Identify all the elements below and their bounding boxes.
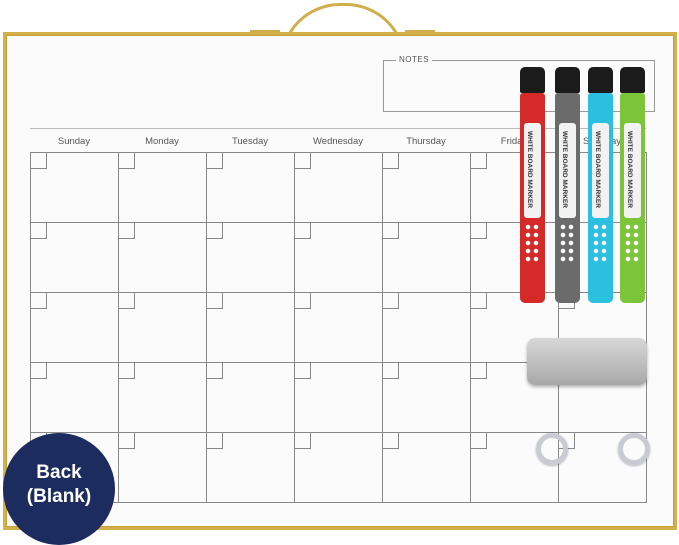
date-box <box>383 433 399 449</box>
date-box <box>471 153 487 169</box>
date-box <box>471 363 487 379</box>
header-divider <box>30 128 646 129</box>
calendar-cell <box>383 363 471 433</box>
date-box <box>119 293 135 309</box>
calendar-cell <box>119 153 207 223</box>
date-box <box>471 433 487 449</box>
date-box <box>207 433 223 449</box>
day-header-friday: Friday <box>500 136 528 147</box>
date-box <box>471 223 487 239</box>
calendar-cell <box>31 153 119 223</box>
date-box <box>295 293 311 309</box>
date-box <box>31 223 47 239</box>
calendar-cell <box>383 433 471 503</box>
date-box <box>119 363 135 379</box>
date-box <box>119 223 135 239</box>
marker-label: WHITE BOARD MARKER <box>592 123 609 218</box>
marker-text: WHITE BOARD MARKER <box>561 131 568 208</box>
date-box <box>207 363 223 379</box>
date-box <box>295 363 311 379</box>
magnet-ring <box>536 433 568 465</box>
marker-text: WHITE BOARD MARKER <box>526 131 533 208</box>
date-box <box>295 433 311 449</box>
marker-text: WHITE BOARD MARKER <box>594 131 601 208</box>
marker: WHITE BOARD MARKER <box>588 67 613 303</box>
day-header-tuesday: Tuesday <box>231 136 269 147</box>
date-box <box>471 293 487 309</box>
calendar-cell <box>207 223 295 293</box>
date-box <box>31 363 47 379</box>
date-box <box>295 153 311 169</box>
date-box <box>207 223 223 239</box>
calendar-cell <box>383 293 471 363</box>
calendar-cell <box>383 153 471 223</box>
eraser <box>527 338 647 385</box>
calendar-cell <box>295 223 383 293</box>
calendar-cell <box>119 363 207 433</box>
date-box <box>207 153 223 169</box>
calendar-cell <box>295 153 383 223</box>
calendar-cell <box>31 363 119 433</box>
calendar-cell <box>207 153 295 223</box>
day-header-sunday: Sunday <box>57 136 91 147</box>
date-box <box>31 153 47 169</box>
day-header-thursday: Thursday <box>406 136 446 147</box>
date-box <box>383 363 399 379</box>
date-box <box>31 293 47 309</box>
marker-label: WHITE BOARD MARKER <box>624 123 641 218</box>
day-header-monday: Monday <box>145 136 179 147</box>
marker: WHITE BOARD MARKER <box>520 67 545 303</box>
calendar-cell <box>207 433 295 503</box>
badge-line1: Back <box>36 462 82 483</box>
calendar-grid <box>30 152 647 503</box>
marker-cap <box>555 67 580 93</box>
calendar-cell <box>31 223 119 293</box>
calendar-cell <box>31 293 119 363</box>
calendar-cell <box>119 433 207 503</box>
calendar-cell <box>471 223 559 293</box>
marker-dots <box>559 223 576 263</box>
notes-label: NOTES <box>396 55 433 64</box>
marker-body: WHITE BOARD MARKER <box>588 93 613 303</box>
marker-text: WHITE BOARD MARKER <box>626 131 633 208</box>
calendar-cell <box>207 363 295 433</box>
date-box <box>383 223 399 239</box>
marker-cap <box>588 67 613 93</box>
marker-label: WHITE BOARD MARKER <box>524 123 541 218</box>
marker: WHITE BOARD MARKER <box>620 67 645 303</box>
marker-cap <box>620 67 645 93</box>
calendar-cell <box>471 153 559 223</box>
marker-body: WHITE BOARD MARKER <box>620 93 645 303</box>
date-box <box>383 293 399 309</box>
marker-label: WHITE BOARD MARKER <box>559 123 576 218</box>
calendar-cell <box>119 223 207 293</box>
date-box <box>295 223 311 239</box>
calendar-cell <box>471 293 559 363</box>
marker-dots <box>592 223 609 263</box>
date-box <box>207 293 223 309</box>
calendar-cell <box>119 293 207 363</box>
calendar-cell <box>295 433 383 503</box>
calendar-cell <box>471 433 559 503</box>
marker-body: WHITE BOARD MARKER <box>520 93 545 303</box>
calendar-cell <box>471 363 559 433</box>
calendar-cell <box>295 293 383 363</box>
calendar-cell <box>383 223 471 293</box>
magnet-ring <box>618 433 650 465</box>
calendar-cell <box>207 293 295 363</box>
date-box <box>119 153 135 169</box>
badge-line2: (Blank) <box>26 486 92 507</box>
marker-dots <box>524 223 541 263</box>
date-box <box>383 153 399 169</box>
marker-body: WHITE BOARD MARKER <box>555 93 580 303</box>
notes-box <box>383 60 655 112</box>
marker-dots <box>624 223 641 263</box>
date-box <box>119 433 135 449</box>
back-blank-badge: Back (Blank) <box>3 433 115 545</box>
marker: WHITE BOARD MARKER <box>555 67 580 303</box>
day-header-wednesday: Wednesday <box>313 136 363 147</box>
calendar-cell <box>295 363 383 433</box>
marker-cap <box>520 67 545 93</box>
